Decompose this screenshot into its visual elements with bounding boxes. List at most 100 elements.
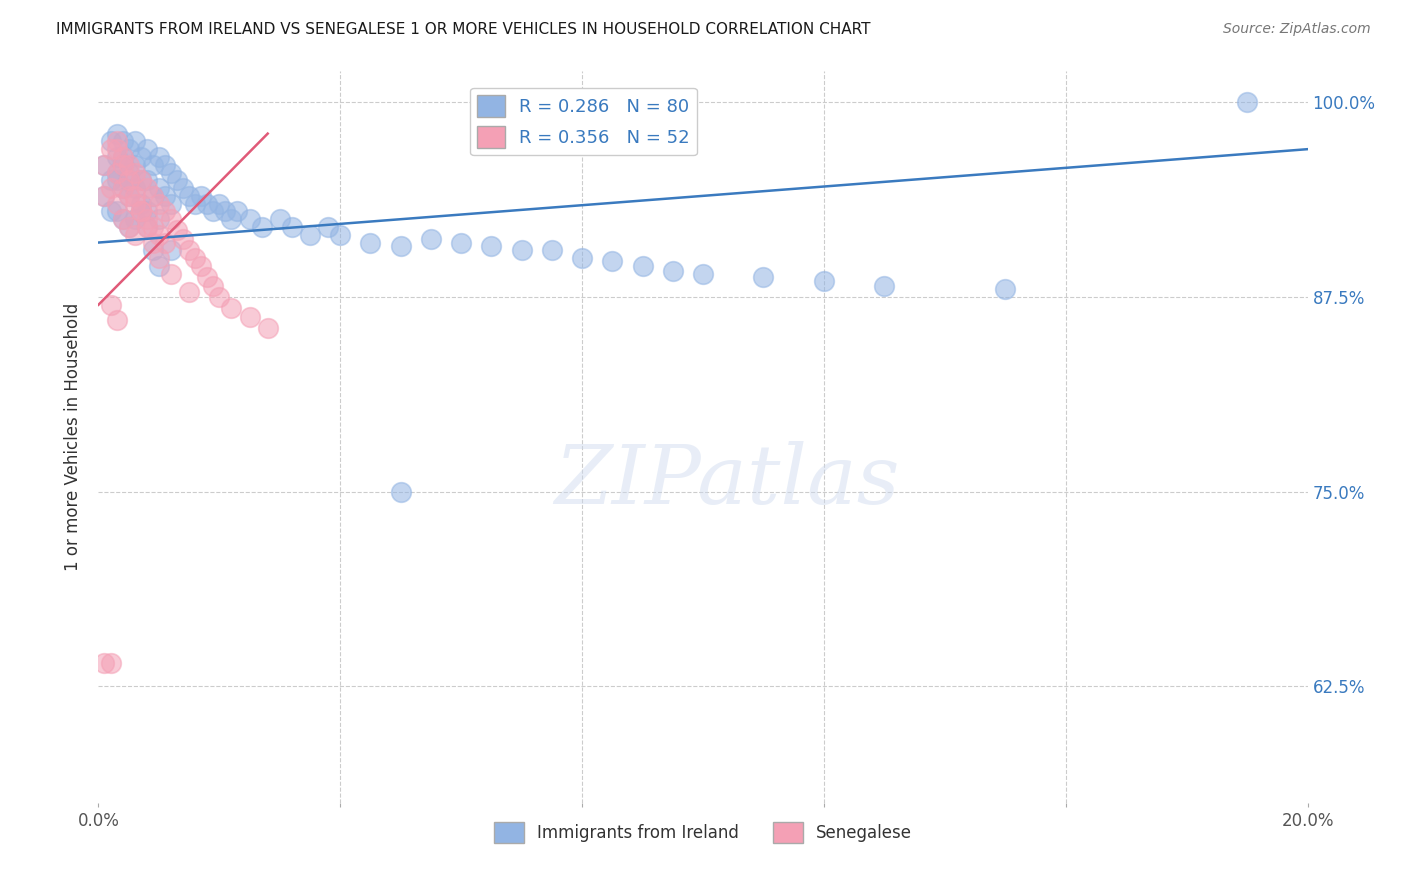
- Point: [329, 227, 352, 242]
- Point: [135, 142, 157, 156]
- Point: [239, 310, 262, 325]
- Point: [129, 204, 152, 219]
- Point: [142, 244, 165, 258]
- Point: [118, 189, 141, 203]
- Point: [160, 212, 183, 227]
- Point: [111, 212, 134, 227]
- Point: [160, 267, 183, 281]
- Point: [142, 158, 165, 172]
- Legend: Immigrants from Ireland, Senegalese: Immigrants from Ireland, Senegalese: [488, 815, 918, 849]
- Point: [111, 181, 134, 195]
- Point: [184, 196, 207, 211]
- Point: [111, 150, 134, 164]
- Point: [135, 204, 157, 219]
- Point: [160, 165, 183, 179]
- Text: IMMIGRANTS FROM IRELAND VS SENEGALESE 1 OR MORE VEHICLES IN HOUSEHOLD CORRELATIO: IMMIGRANTS FROM IRELAND VS SENEGALESE 1 …: [56, 22, 870, 37]
- Point: [129, 173, 152, 187]
- Point: [153, 235, 176, 250]
- Point: [100, 298, 122, 312]
- Point: [111, 158, 134, 172]
- Point: [124, 181, 146, 195]
- Point: [118, 165, 141, 179]
- Point: [142, 189, 165, 203]
- Point: [226, 204, 249, 219]
- Point: [135, 173, 157, 187]
- Point: [105, 150, 128, 164]
- Point: [93, 158, 115, 172]
- Point: [184, 251, 207, 265]
- Point: [124, 189, 146, 203]
- Point: [124, 158, 146, 172]
- Point: [160, 244, 183, 258]
- Point: [105, 127, 128, 141]
- Point: [118, 219, 141, 234]
- Point: [129, 196, 152, 211]
- Text: Source: ZipAtlas.com: Source: ZipAtlas.com: [1223, 22, 1371, 37]
- Point: [256, 321, 278, 335]
- Point: [148, 150, 170, 164]
- Point: [93, 656, 115, 670]
- Point: [389, 484, 412, 499]
- Point: [111, 181, 134, 195]
- Point: [129, 173, 152, 187]
- Point: [105, 142, 128, 156]
- Point: [202, 279, 225, 293]
- Point: [221, 212, 243, 227]
- Point: [510, 244, 533, 258]
- Point: [129, 150, 152, 164]
- Point: [100, 135, 122, 149]
- Point: [124, 196, 146, 211]
- Point: [124, 165, 146, 179]
- Point: [208, 196, 231, 211]
- Point: [179, 285, 201, 300]
- Point: [166, 173, 188, 187]
- Point: [142, 219, 165, 234]
- Point: [160, 196, 183, 211]
- Point: [250, 219, 273, 234]
- Point: [100, 142, 122, 156]
- Point: [148, 227, 170, 242]
- Point: [111, 158, 134, 172]
- Point: [172, 181, 194, 195]
- Point: [142, 189, 165, 203]
- Point: [118, 173, 141, 187]
- Point: [105, 204, 128, 219]
- Point: [540, 244, 562, 258]
- Point: [118, 158, 141, 172]
- Point: [450, 235, 472, 250]
- Point: [100, 656, 122, 670]
- Point: [752, 269, 775, 284]
- Point: [142, 235, 165, 250]
- Point: [135, 219, 157, 234]
- Point: [179, 244, 201, 258]
- Point: [190, 189, 212, 203]
- Point: [148, 196, 170, 211]
- Point: [100, 173, 122, 187]
- Point: [299, 227, 322, 242]
- Point: [631, 259, 654, 273]
- Point: [172, 232, 194, 246]
- Point: [118, 142, 141, 156]
- Point: [316, 219, 339, 234]
- Point: [1236, 95, 1258, 110]
- Point: [148, 181, 170, 195]
- Point: [281, 219, 304, 234]
- Point: [118, 219, 141, 234]
- Point: [124, 135, 146, 149]
- Point: [195, 269, 218, 284]
- Point: [135, 219, 157, 234]
- Point: [111, 212, 134, 227]
- Point: [105, 196, 128, 211]
- Point: [202, 204, 225, 219]
- Y-axis label: 1 or more Vehicles in Household: 1 or more Vehicles in Household: [65, 303, 83, 571]
- Point: [153, 204, 176, 219]
- Point: [153, 158, 176, 172]
- Point: [214, 204, 236, 219]
- Point: [153, 189, 176, 203]
- Point: [208, 290, 231, 304]
- Point: [148, 251, 170, 265]
- Point: [221, 301, 243, 315]
- Point: [105, 165, 128, 179]
- Point: [93, 189, 115, 203]
- Point: [105, 173, 128, 187]
